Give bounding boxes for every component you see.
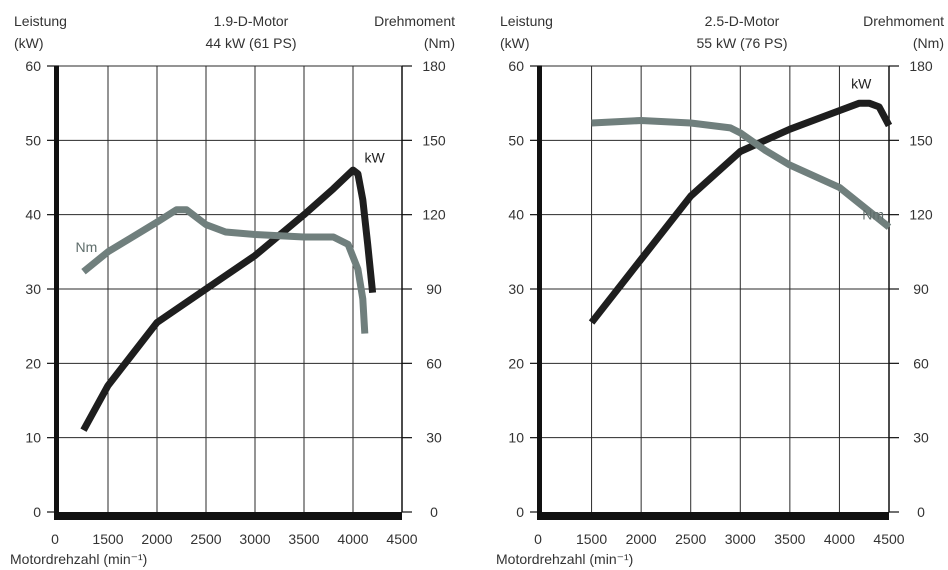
y-left-label-line1: Leistung [500, 13, 553, 29]
x-axis-label: Motordrehzahl (min⁻¹) [10, 551, 147, 567]
y-right-label-line2: (Nm) [424, 35, 455, 51]
x-tick-label: 1500 [92, 531, 123, 547]
x-tick-label: 3000 [725, 531, 756, 547]
y-left-tick-label: 40 [508, 207, 524, 223]
y-right-tick-label: 120 [422, 207, 446, 223]
chart-subtitle: 55 kW (76 PS) [696, 35, 787, 51]
y-left-tick-label: 50 [508, 132, 524, 148]
x-tick-label: 2000 [626, 531, 657, 547]
series-line-kw [588, 99, 893, 325]
left-axis [54, 66, 59, 520]
y-right-tick-label: 120 [909, 207, 933, 223]
chart-title: 2.5-D-Motor [705, 13, 780, 29]
series-label-nm: Nm [76, 239, 98, 255]
x-origin-label: 0 [534, 531, 542, 547]
y-right-tick-label: 150 [909, 132, 933, 148]
y-left-tick-label: 20 [508, 355, 524, 371]
y-right-tick-label: 150 [422, 132, 446, 148]
series-label-kw: kW [851, 75, 872, 91]
series-line-nm [81, 206, 369, 334]
y-right-label-line1: Drehmoment [863, 13, 944, 29]
x-axis-label: Motordrehzahl (min⁻¹) [496, 551, 633, 567]
y-left-tick-label: 10 [508, 430, 524, 446]
y-left-tick-label: 30 [508, 281, 524, 297]
y-left-label-line2: (kW) [14, 35, 44, 51]
bottom-axis [54, 512, 402, 520]
y-left-tick-label: 0 [516, 504, 524, 520]
x-tick-label: 3500 [774, 531, 805, 547]
y-right-tick-label: 30 [426, 430, 442, 446]
y-right-label-line2: (Nm) [913, 35, 944, 51]
y-left-tick-label: 10 [25, 430, 41, 446]
y-left-tick-label: 0 [33, 504, 41, 520]
bottom-axis [537, 512, 889, 520]
series-label-kw: kW [364, 150, 385, 166]
y-left-tick-label: 30 [25, 281, 41, 297]
series-line-nm [591, 117, 892, 230]
y-right-tick-label: 90 [426, 281, 442, 297]
y-right-tick-label: 60 [426, 355, 442, 371]
left-axis [537, 66, 542, 520]
x-tick-label: 4000 [337, 531, 368, 547]
x-tick-label: 4000 [824, 531, 855, 547]
x-tick-label: 1500 [576, 531, 607, 547]
x-tick-label: 4500 [386, 531, 417, 547]
x-tick-label: 2000 [141, 531, 172, 547]
chart-2: 0 10 20 30 40 50 60 0 30 60 90 120 150 180 0 1500 2000 25… [496, 13, 944, 567]
y-left-tick-label: 60 [508, 58, 524, 74]
x-tick-label: 2500 [675, 531, 706, 547]
chart-title: 1.9-D-Motor [214, 13, 289, 29]
y-right-tick-label: 0 [917, 504, 925, 520]
y-right-tick-label: 30 [913, 430, 929, 446]
y-left-tick-label: 50 [25, 132, 41, 148]
series-label-nm: Nm [862, 207, 884, 223]
y-right-label-line1: Drehmoment [374, 13, 455, 29]
x-origin-label: 0 [51, 531, 59, 547]
y-right-tick-label: 0 [430, 504, 438, 520]
y-right-tick-label: 90 [913, 281, 929, 297]
chart-1: 0 10 20 30 40 50 60 0 30 60 90 120 150 180 0 1500 2000 25… [10, 13, 455, 567]
y-left-label-line1: Leistung [14, 13, 67, 29]
series-line-kw [80, 166, 377, 432]
y-right-tick-label: 180 [422, 58, 446, 74]
x-tick-label: 3500 [288, 531, 319, 547]
chart-subtitle: 44 kW (61 PS) [205, 35, 296, 51]
x-tick-label: 4500 [873, 531, 904, 547]
y-right-tick-label: 60 [913, 355, 929, 371]
y-right-tick-label: 180 [909, 58, 933, 74]
y-left-tick-label: 60 [25, 58, 41, 74]
y-left-tick-label: 20 [25, 355, 41, 371]
x-tick-label: 2500 [190, 531, 221, 547]
y-left-tick-label: 40 [25, 207, 41, 223]
x-tick-label: 3000 [239, 531, 270, 547]
y-left-label-line2: (kW) [500, 35, 530, 51]
